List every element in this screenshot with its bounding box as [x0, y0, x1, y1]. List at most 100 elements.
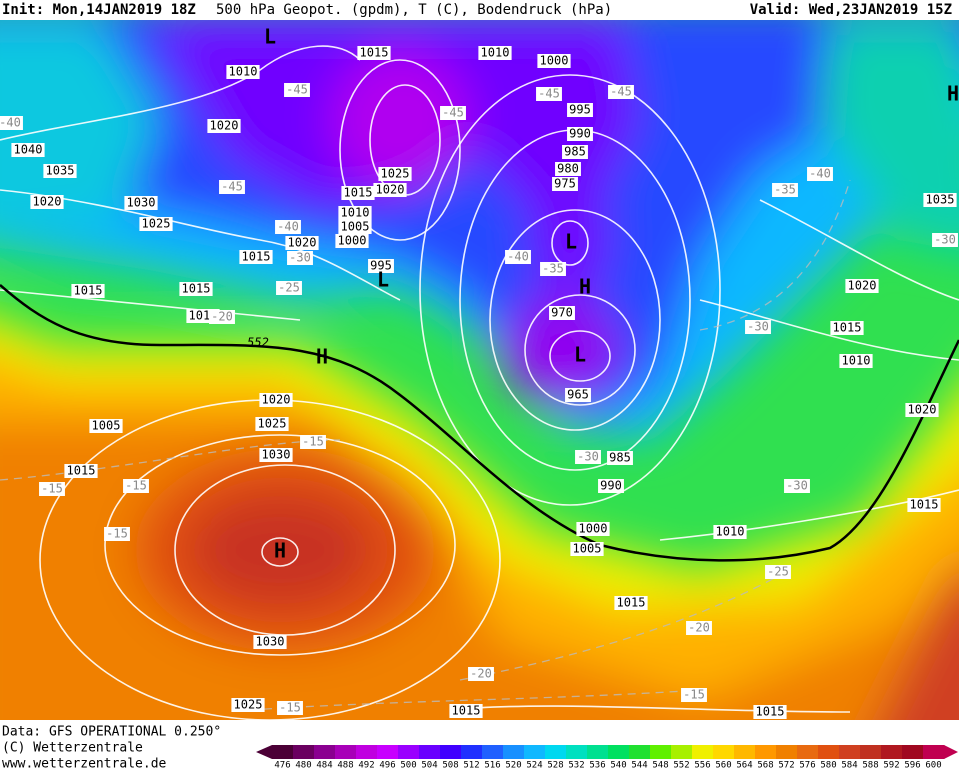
pressure-label: 1000: [540, 54, 569, 68]
temperature-label: -45: [538, 87, 560, 101]
pressure-label: 1010: [341, 206, 370, 220]
pressure-label: 1025: [258, 417, 287, 431]
pressure-label-bg: [179, 282, 213, 296]
temperature-label-bg: [772, 183, 798, 197]
colorbar-swatch: [797, 745, 819, 759]
pressure-label-bg: [226, 65, 260, 79]
header-bar: [0, 0, 959, 20]
pressure-label: 1015: [756, 705, 785, 719]
temperature-label-bg: [745, 320, 771, 334]
temperature-label: -15: [279, 701, 301, 715]
colorbar-arrow-low: [256, 745, 272, 759]
temperature-label: -45: [286, 83, 308, 97]
temperature-label-bg: [784, 479, 810, 493]
colorbar-tick-label: 580: [820, 761, 836, 770]
temperature-label-bg: [765, 565, 791, 579]
pressure-center: H: [274, 539, 286, 563]
pressure-label-bg: [567, 103, 593, 117]
temperature-label-bg: [540, 262, 566, 276]
colorbar-tick-label: 540: [610, 761, 626, 770]
pressure-label: 1020: [376, 183, 405, 197]
pressure-center: L: [565, 230, 577, 254]
pressure-center: H: [316, 345, 328, 369]
pressure-label-bg: [713, 525, 747, 539]
colorbar-arrow-high: [944, 745, 958, 759]
colorbar-tick-label: 488: [337, 761, 353, 770]
pressure-label: 1005: [92, 419, 121, 433]
pressure-label: 1000: [579, 522, 608, 536]
colorbar-swatch: [293, 745, 315, 759]
init-label: Init: Mon,14JAN2019 18Z: [2, 2, 196, 18]
pressure-label: 1015: [617, 596, 646, 610]
colorbar-swatch: [272, 745, 294, 759]
pressure-label: 990: [569, 127, 591, 141]
pressure-label-bg: [567, 127, 593, 141]
pressure-label-bg: [64, 464, 98, 478]
colorbar-tick-label: 560: [715, 761, 731, 770]
pressure-label-bg: [341, 186, 375, 200]
colorbar-swatch: [818, 745, 840, 759]
temperature-label-bg: [505, 250, 531, 264]
colorbar-swatch: [881, 745, 903, 759]
colorbar-tick-label: 504: [421, 761, 437, 770]
valid-label: Valid: Wed,23JAN2019 15Z: [750, 2, 952, 18]
pressure-label: 990: [600, 479, 622, 493]
pressure-label-bg: [378, 167, 412, 181]
temperature-label-bg: [284, 83, 310, 97]
colorbar-tick-label: 520: [505, 761, 521, 770]
colorbar-swatch: [503, 745, 525, 759]
pressure-label: 975: [554, 177, 576, 191]
colorbar-swatch: [419, 745, 441, 759]
colorbar: 476 480 484 488 492 496 500 504 508 512 516 520 524 5…: [256, 745, 958, 770]
colorbar-tick-label: 596: [904, 761, 920, 770]
pressure-label: 1005: [573, 542, 602, 556]
temperature-label-bg: [300, 435, 326, 449]
pressure-label: 1035: [926, 193, 955, 207]
colorbar-tick-label: 484: [316, 761, 332, 770]
pressure-label: 1015: [452, 704, 481, 718]
pressure-label-bg: [71, 284, 105, 298]
pressure-label: 1015: [833, 321, 862, 335]
pressure-label-bg: [255, 417, 289, 431]
pressure-label: 1025: [381, 167, 410, 181]
pressure-center: L: [264, 25, 276, 49]
colorbar-swatch: [566, 745, 588, 759]
temperature-label: -15: [41, 482, 63, 496]
pressure-label-bg: [753, 705, 787, 719]
map-labels: 1015 101010001010995990985980975102010401…: [0, 25, 959, 719]
colorbar-swatch: [587, 745, 609, 759]
colorbar-tick-label: 528: [547, 761, 563, 770]
pressure-label: 985: [564, 145, 586, 159]
pressure-label-bg: [338, 220, 372, 234]
temperature-label-bg: [287, 251, 313, 265]
contour-label: 552: [247, 336, 269, 350]
colorbar-swatch: [776, 745, 798, 759]
pressure-label-bg: [905, 403, 939, 417]
temperature-label: -20: [688, 621, 710, 635]
pressure-label: 1020: [908, 403, 937, 417]
colorbar-tick-label: 532: [568, 761, 584, 770]
colorbar-tick-label: 564: [736, 761, 752, 770]
pressure-center: H: [579, 275, 591, 299]
pressure-label-bg: [30, 195, 64, 209]
pressure-label-bg: [338, 206, 372, 220]
colorbar-tick-label: 576: [799, 761, 815, 770]
colorbar-swatch: [650, 745, 672, 759]
temperature-label-bg: [275, 220, 301, 234]
colorbar-tick-label: 572: [778, 761, 794, 770]
pressure-label: 1020: [210, 119, 239, 133]
contour-552: [0, 284, 959, 562]
pressure-label-bg: [449, 704, 483, 718]
pressure-label-bg: [537, 54, 571, 68]
temperature-label: -40: [507, 250, 529, 264]
pressure-label-bg: [259, 448, 293, 462]
colorbar-tick-label: 556: [694, 761, 710, 770]
colorbar-tick-label: 516: [484, 761, 500, 770]
temperature-label-bg: [276, 281, 302, 295]
colorbar-swatch: [860, 745, 882, 759]
temperature-label: -35: [774, 183, 796, 197]
temperature-label: -30: [786, 479, 808, 493]
colorbar-swatch: [545, 745, 567, 759]
temperature-label-bg: [209, 310, 235, 324]
pressure-label: 995: [370, 259, 392, 273]
